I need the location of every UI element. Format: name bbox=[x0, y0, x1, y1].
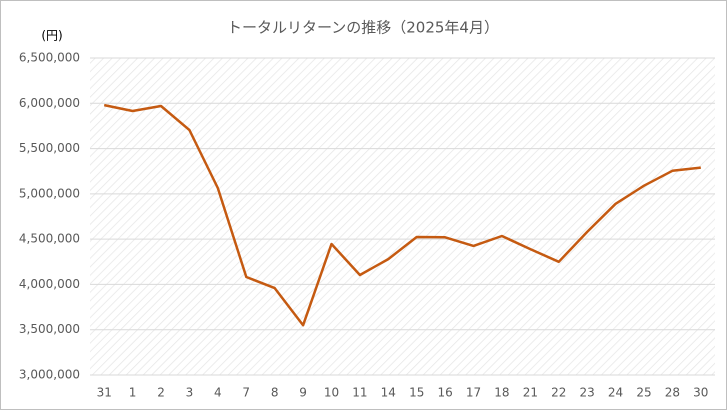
y-tick-label: 5,000,000 bbox=[19, 186, 80, 200]
x-tick-label: 17 bbox=[466, 386, 481, 400]
x-tick-label: 8 bbox=[271, 386, 279, 400]
x-tick-label: 10 bbox=[324, 386, 339, 400]
x-tick-label: 4 bbox=[214, 386, 222, 400]
y-tick-label: 3,000,000 bbox=[19, 368, 80, 382]
x-tick-label: 30 bbox=[693, 386, 708, 400]
x-tick-label: 9 bbox=[299, 386, 307, 400]
x-tick-label: 1 bbox=[129, 386, 137, 400]
x-tick-label: 15 bbox=[409, 386, 424, 400]
y-tick-label: 6,500,000 bbox=[19, 51, 80, 65]
x-tick-label: 25 bbox=[636, 386, 651, 400]
x-tick-label: 23 bbox=[580, 386, 595, 400]
x-tick-label: 28 bbox=[665, 386, 680, 400]
x-tick-label: 31 bbox=[97, 386, 112, 400]
y-tick-label: 4,500,000 bbox=[19, 232, 80, 246]
x-tick-label: 22 bbox=[551, 386, 566, 400]
plot-area bbox=[90, 58, 715, 375]
y-tick-label: 3,500,000 bbox=[19, 322, 80, 336]
y-tick-label: 4,000,000 bbox=[19, 277, 80, 291]
x-tick-label: 18 bbox=[494, 386, 509, 400]
x-tick-label: 21 bbox=[523, 386, 538, 400]
x-tick-label: 24 bbox=[608, 386, 623, 400]
line-series bbox=[103, 103, 701, 327]
x-tick-label: 3 bbox=[186, 386, 194, 400]
x-tick-label: 14 bbox=[381, 386, 396, 400]
x-tick-label: 11 bbox=[352, 386, 367, 400]
y-unit: (円) bbox=[41, 29, 62, 43]
y-tick-label: 6,000,000 bbox=[19, 96, 80, 110]
x-tick-label: 7 bbox=[242, 386, 250, 400]
y-tick-label: 5,500,000 bbox=[19, 141, 80, 155]
x-tick-label: 2 bbox=[157, 386, 165, 400]
x-tick-label: 16 bbox=[437, 386, 452, 400]
chart-title: トータルリターンの推移（2025年4月） bbox=[227, 19, 499, 37]
